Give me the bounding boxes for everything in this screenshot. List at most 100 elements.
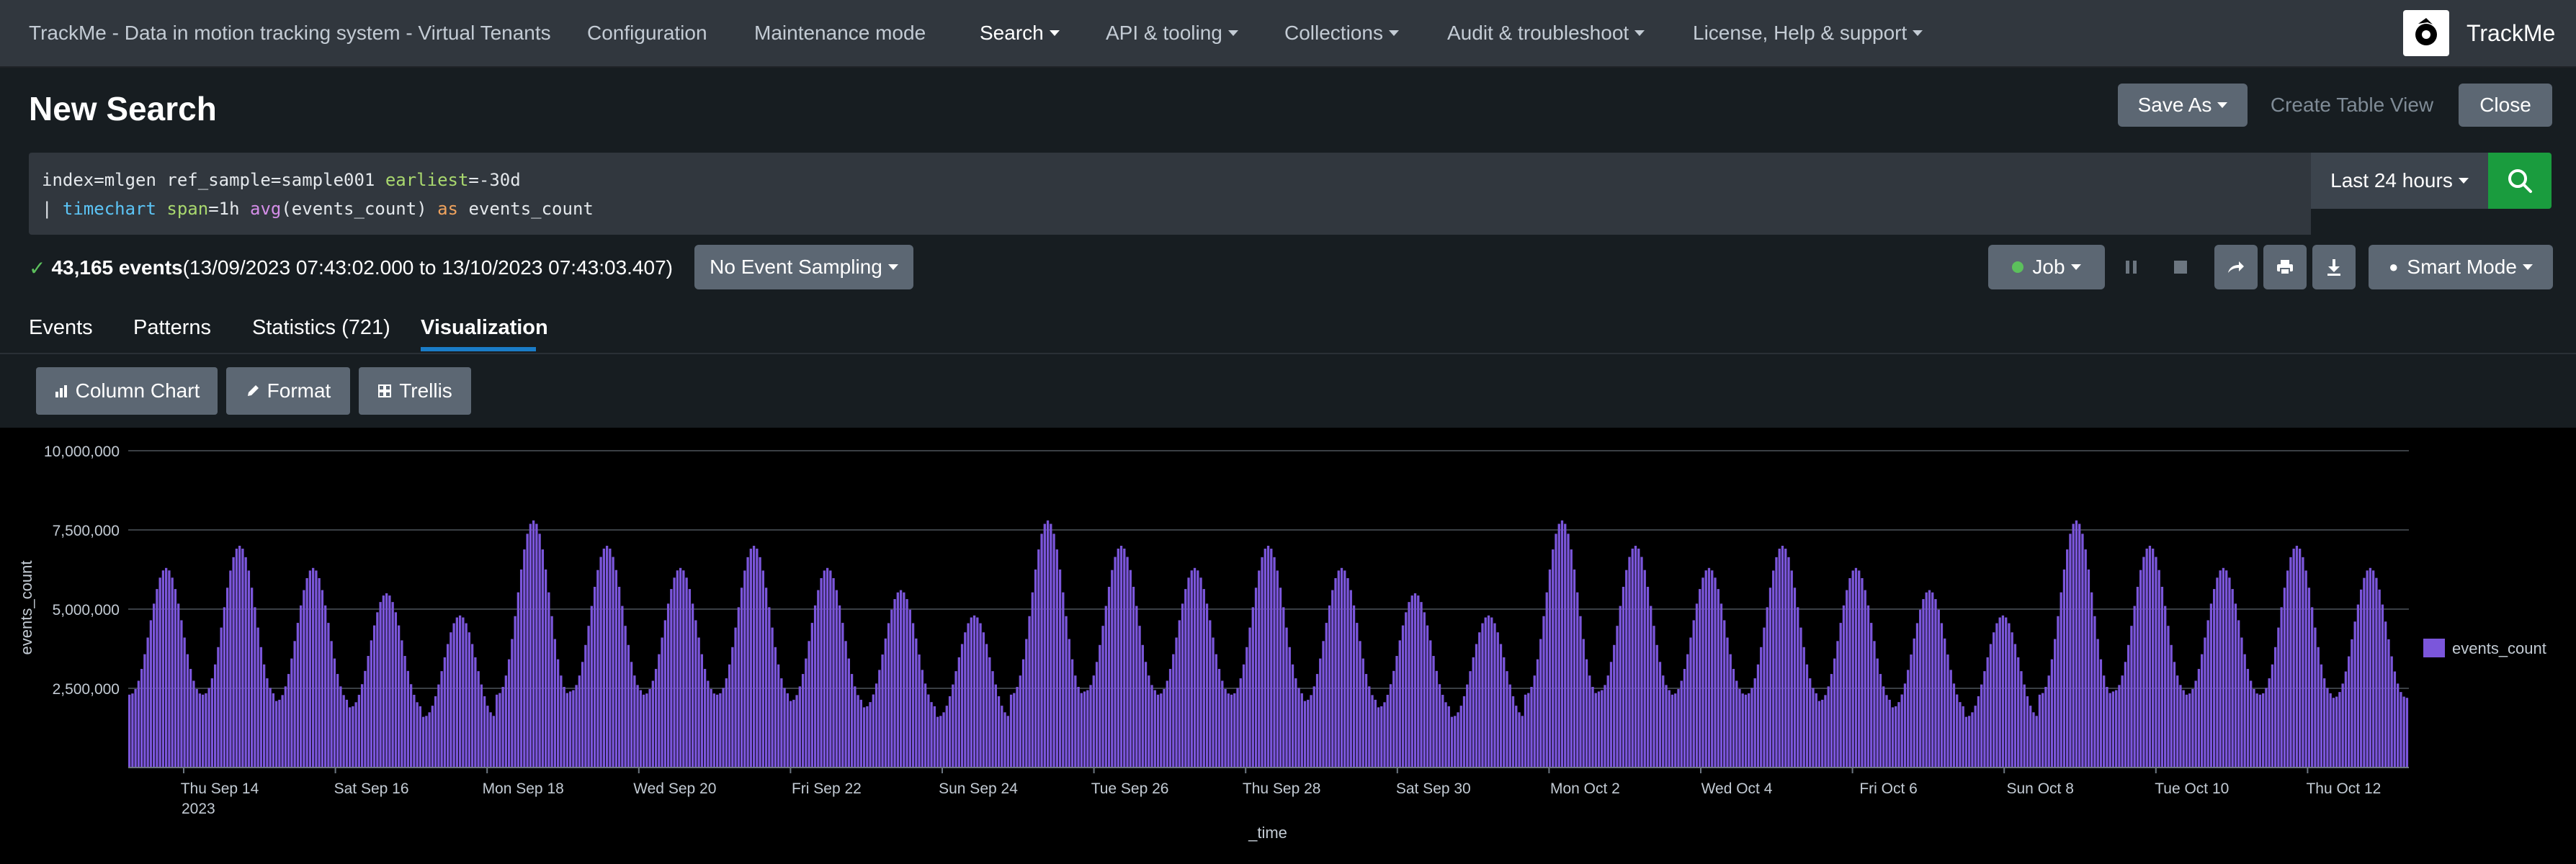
tab-statistics[interactable]: Statistics (721)	[252, 315, 390, 339]
chart-bar[interactable]	[2047, 675, 2050, 768]
chart-bar[interactable]	[2041, 693, 2044, 768]
chart-bar[interactable]	[1325, 623, 1328, 768]
chart-bar[interactable]	[654, 669, 658, 768]
chart-bar[interactable]	[1224, 688, 1227, 768]
chart-bar[interactable]	[1983, 671, 1986, 768]
chart-bar[interactable]	[884, 638, 887, 768]
chart-bar[interactable]	[1104, 606, 1107, 768]
chart-bar[interactable]	[712, 693, 715, 768]
chart-bar[interactable]	[565, 693, 569, 768]
chart-bar[interactable]	[952, 684, 954, 768]
chart-bar[interactable]	[1729, 654, 1732, 768]
chart-bar[interactable]	[2081, 534, 2084, 768]
chart-bar[interactable]	[416, 702, 419, 768]
chart-bar[interactable]	[1993, 632, 1995, 768]
chart-bar[interactable]	[1732, 669, 1735, 768]
chart-bar[interactable]	[401, 640, 403, 768]
chart-bar[interactable]	[333, 658, 336, 768]
chart-bar[interactable]	[1613, 644, 1616, 768]
chart-bar[interactable]	[1858, 570, 1861, 768]
chart-bar[interactable]	[1371, 695, 1374, 768]
chart-bar[interactable]	[1389, 684, 1392, 768]
chart-bar[interactable]	[617, 587, 621, 768]
chart-bar[interactable]	[954, 671, 957, 768]
chart-bar[interactable]	[1153, 690, 1156, 768]
chart-bar[interactable]	[330, 641, 333, 768]
chart-bar[interactable]	[1062, 592, 1065, 768]
chart-bar[interactable]	[1910, 654, 1913, 768]
chart-bar[interactable]	[795, 695, 798, 768]
chart-bar[interactable]	[2084, 549, 2087, 768]
chart-bar[interactable]	[2194, 680, 2197, 768]
chart-bar[interactable]	[1001, 706, 1003, 768]
chart-bar[interactable]	[2289, 557, 2292, 768]
chart-bar[interactable]	[1009, 694, 1013, 768]
chart-bar[interactable]	[259, 647, 263, 768]
chart-bar[interactable]	[143, 654, 146, 768]
chart-bar[interactable]	[1337, 570, 1340, 768]
chart-bar[interactable]	[1417, 595, 1420, 768]
chart-bar[interactable]	[511, 639, 514, 768]
chart-bar[interactable]	[2265, 688, 2268, 768]
chart-bar[interactable]	[2201, 654, 2204, 768]
chart-bar[interactable]	[1184, 589, 1187, 768]
chart-bar[interactable]	[2060, 592, 2062, 768]
chart-bar[interactable]	[1753, 678, 1756, 768]
chart-bar[interactable]	[2176, 675, 2179, 768]
chart-bar[interactable]	[2363, 577, 2366, 768]
chart-bar[interactable]	[1003, 712, 1006, 768]
chart-bar[interactable]	[2286, 570, 2289, 768]
chart-bar[interactable]	[189, 669, 192, 768]
chart-bar[interactable]	[1760, 647, 1763, 768]
chart-bar[interactable]	[223, 607, 226, 768]
chart-bar[interactable]	[1797, 607, 1799, 768]
nav-configuration[interactable]: Configuration	[587, 22, 707, 44]
chart-bar[interactable]	[2283, 588, 2286, 768]
chart-bar[interactable]	[1616, 626, 1619, 768]
chart-bar[interactable]	[2106, 686, 2108, 768]
chart-bar[interactable]	[1527, 693, 1530, 768]
chart-bar[interactable]	[746, 557, 749, 768]
chart-bar[interactable]	[1312, 686, 1315, 768]
chart-bar[interactable]	[1567, 534, 1570, 768]
chart-bar[interactable]	[284, 686, 287, 768]
chart-bar[interactable]	[688, 589, 691, 768]
job-dropdown[interactable]: Job	[1988, 245, 2105, 289]
chart-bar[interactable]	[847, 658, 850, 768]
chart-bar[interactable]	[1496, 632, 1499, 768]
chart-bar[interactable]	[1521, 716, 1524, 768]
chart-bar[interactable]	[1968, 716, 1971, 768]
chart-bar[interactable]	[1655, 644, 1658, 768]
chart-bar[interactable]	[1166, 680, 1168, 768]
chart-bar[interactable]	[1719, 603, 1723, 768]
chart-bar[interactable]	[318, 577, 321, 768]
chart-bar[interactable]	[593, 587, 596, 768]
chart-bar[interactable]	[1653, 626, 1655, 768]
chart-bar[interactable]	[2206, 620, 2209, 768]
chart-bar[interactable]	[2167, 626, 2170, 768]
chart-bar[interactable]	[1086, 690, 1089, 768]
chart-bar[interactable]	[881, 654, 884, 768]
chart-bar[interactable]	[1980, 684, 1983, 768]
chart-bar[interactable]	[504, 675, 508, 768]
chart-bar[interactable]	[281, 695, 284, 768]
chart-bar[interactable]	[428, 712, 431, 768]
chart-bar[interactable]	[1150, 685, 1153, 768]
chart-bar[interactable]	[780, 678, 783, 768]
chart-bar[interactable]	[676, 570, 679, 768]
chart-bar[interactable]	[731, 647, 734, 768]
chart-bar[interactable]	[771, 627, 774, 768]
chart-bar[interactable]	[2179, 685, 2182, 768]
chart-bar[interactable]	[462, 617, 465, 768]
chart-bar[interactable]	[1340, 567, 1343, 768]
chart-bar[interactable]	[2268, 678, 2271, 768]
chart-bar[interactable]	[352, 706, 354, 768]
chart-bar[interactable]	[673, 577, 676, 768]
chart-bar[interactable]	[1989, 644, 1993, 768]
chart-bar[interactable]	[256, 627, 259, 768]
chart-bar[interactable]	[1506, 671, 1508, 768]
chart-bar[interactable]	[1787, 557, 1790, 768]
search-input[interactable]: index=mlgen ref_sample=sample001 earlies…	[29, 153, 2311, 235]
chart-bar[interactable]	[2351, 639, 2353, 768]
chart-bar[interactable]	[1974, 706, 1977, 768]
